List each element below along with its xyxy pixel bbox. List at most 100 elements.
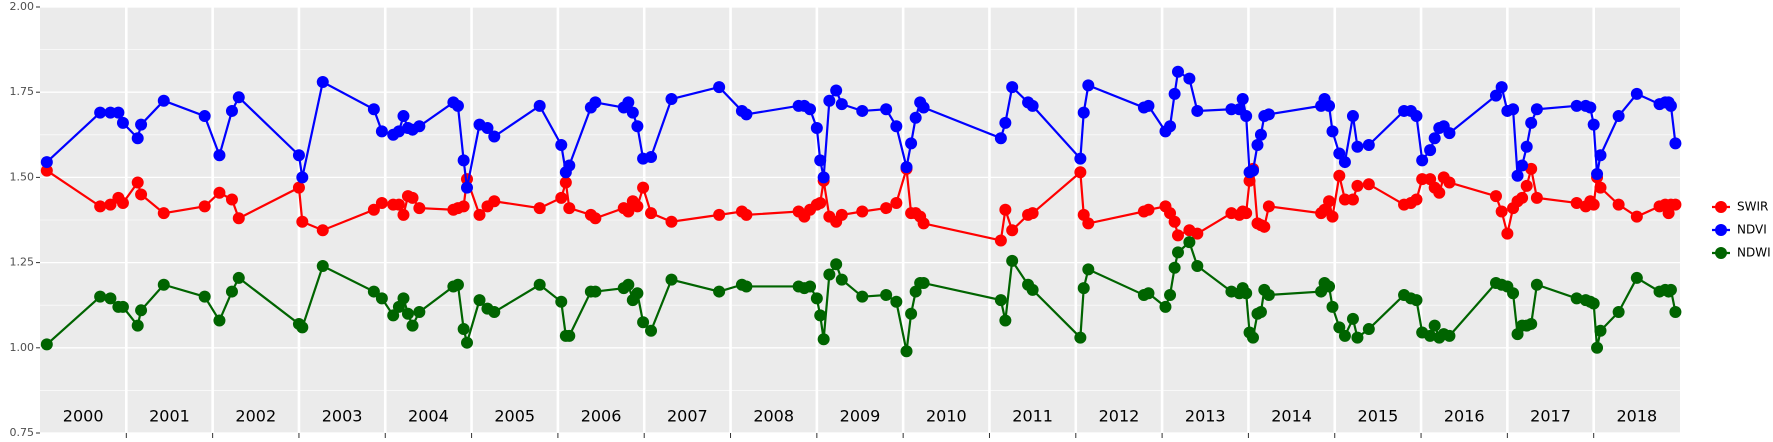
point [917,217,930,230]
point [814,154,827,167]
point [1254,128,1267,141]
point [392,198,405,211]
point [1026,283,1039,296]
legend-marker [1715,224,1727,236]
point [830,84,843,97]
point [1338,156,1351,169]
point [1082,79,1095,92]
point [1262,200,1275,213]
point [232,271,245,284]
year-label: 2007 [667,407,708,426]
point [1074,166,1087,179]
point [1507,103,1520,116]
year-label: 2016 [1444,407,1485,426]
point [225,285,238,298]
point [1507,287,1520,300]
point [563,159,576,172]
y-tick-label: 1.00 [10,341,35,354]
point [1077,282,1090,295]
year-label: 2003 [322,407,363,426]
point [397,208,410,221]
point [713,208,726,221]
point [1594,324,1607,337]
point [1240,110,1253,123]
year-label: 2010 [926,407,967,426]
point [135,304,148,317]
point [1570,292,1583,305]
point [880,288,893,301]
point [1416,154,1429,167]
year-label: 2005 [494,407,535,426]
point [1516,191,1529,204]
point [665,215,678,228]
point [392,125,405,138]
year-label: 2011 [1012,407,1053,426]
point [533,202,546,215]
point [740,108,753,121]
point [890,120,903,133]
year-label: 2001 [149,407,190,426]
point [1326,300,1339,313]
point [645,324,658,337]
point [401,307,414,320]
point [626,106,639,119]
point [880,202,893,215]
point [1240,207,1253,220]
point [900,161,913,174]
point [900,345,913,358]
legend-marker [1715,201,1727,213]
point [198,290,211,303]
point [713,285,726,298]
point [1630,271,1643,284]
point [810,292,823,305]
point [994,294,1007,307]
point [917,101,930,114]
point [1191,260,1204,273]
point [1424,329,1437,342]
point [1346,110,1359,123]
point [1664,283,1677,296]
point [1612,110,1625,123]
point [488,195,501,208]
point [1251,139,1264,152]
point [1262,108,1275,121]
point [1183,72,1196,85]
point [622,278,635,291]
point [316,224,329,237]
point [94,290,107,303]
point [1612,306,1625,319]
point [413,306,426,319]
point [1530,278,1543,291]
point [40,156,53,169]
point [999,203,1012,216]
point [1077,106,1090,119]
point [1191,227,1204,240]
point [94,200,107,213]
point [116,116,129,129]
point [296,215,309,228]
point [1346,312,1359,325]
point [1258,220,1271,233]
point [1410,294,1423,307]
point [1669,198,1682,211]
point [1333,169,1346,182]
point [1511,169,1524,182]
point [225,193,238,206]
point [740,280,753,293]
point [1351,140,1364,153]
point [1142,287,1155,300]
point [1520,179,1533,192]
point [1323,195,1336,208]
point [1333,147,1346,160]
point [740,208,753,221]
point [367,285,380,298]
point [292,149,305,162]
point [835,208,848,221]
y-tick-label: 0.75 [10,426,35,439]
point [1333,321,1346,334]
point [817,333,830,346]
point [999,116,1012,129]
point [1495,81,1508,94]
point [1243,174,1256,187]
